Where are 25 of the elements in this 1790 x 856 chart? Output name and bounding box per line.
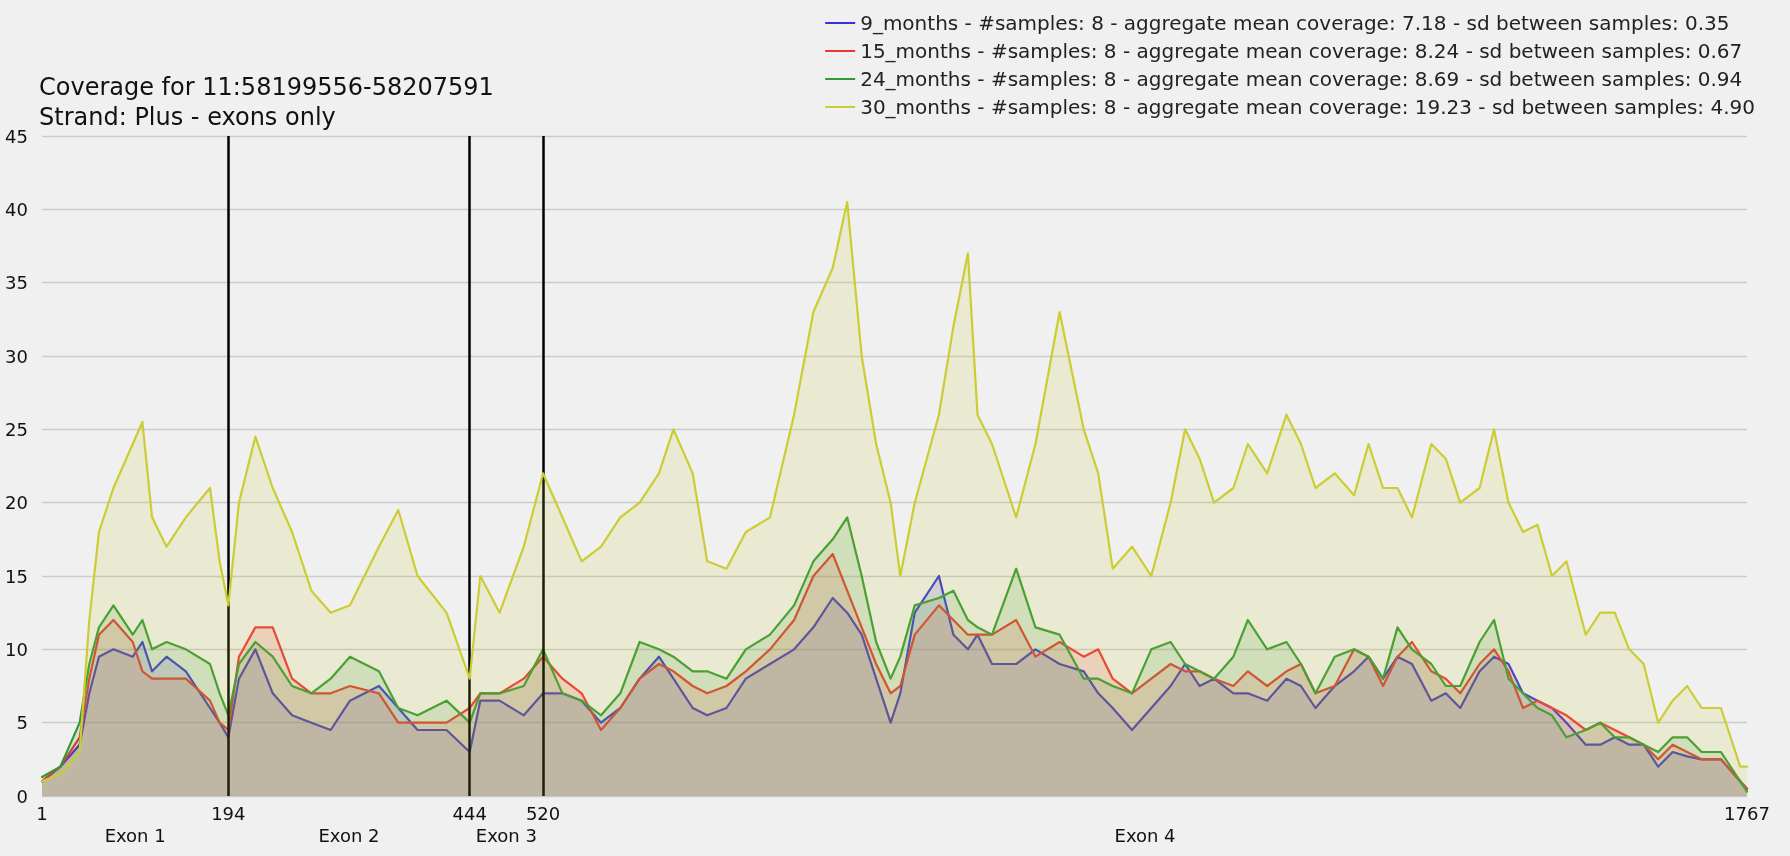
- y-tick-label: 20: [5, 492, 28, 514]
- legend-label: 15_months - #samples: 8 - aggregate mean coverage: 8.24 - sd between samples: 0.67: [860, 39, 1743, 63]
- x-tick-label: 1: [36, 802, 48, 824]
- x-tick-label: 444: [452, 802, 487, 824]
- x-tick-label: 520: [525, 802, 561, 824]
- chart-subtitle: Strand: Plus - exons only: [39, 103, 336, 131]
- text: Exon 2: [318, 824, 380, 846]
- text: Exon 3: [475, 824, 537, 846]
- text: Exon 1: [104, 824, 166, 846]
- y-tick-label: 0: [16, 785, 28, 807]
- legend-label: 9_months - #samples: 8 - aggregate mean coverage: 7.18 - sd between samples: 0.35: [860, 11, 1730, 35]
- x-tick-label: 1767: [1724, 802, 1770, 824]
- legend-label: 30_months - #samples: 8 - aggregate mean coverage: 19.23 - sd between samples: 4.90: [860, 95, 1756, 119]
- y-tick-label: 30: [5, 345, 28, 367]
- chart-title: Coverage for 11:58199556-58207591: [39, 73, 494, 101]
- y-tick-label: 40: [5, 198, 28, 220]
- y-tick-label: 25: [5, 418, 28, 440]
- legend-label: 24_months - #samples: 8 - aggregate mean coverage: 8.69 - sd between samples: 0.94: [860, 67, 1743, 91]
- text: Exon 4: [1114, 824, 1176, 846]
- y-tick-label: 5: [16, 712, 28, 734]
- y-tick-label: 10: [5, 638, 28, 660]
- x-tick-label: 194: [211, 802, 246, 824]
- y-tick-label: 35: [5, 272, 28, 294]
- y-tick-label: 15: [5, 565, 28, 587]
- y-tick-label: 45: [5, 125, 28, 147]
